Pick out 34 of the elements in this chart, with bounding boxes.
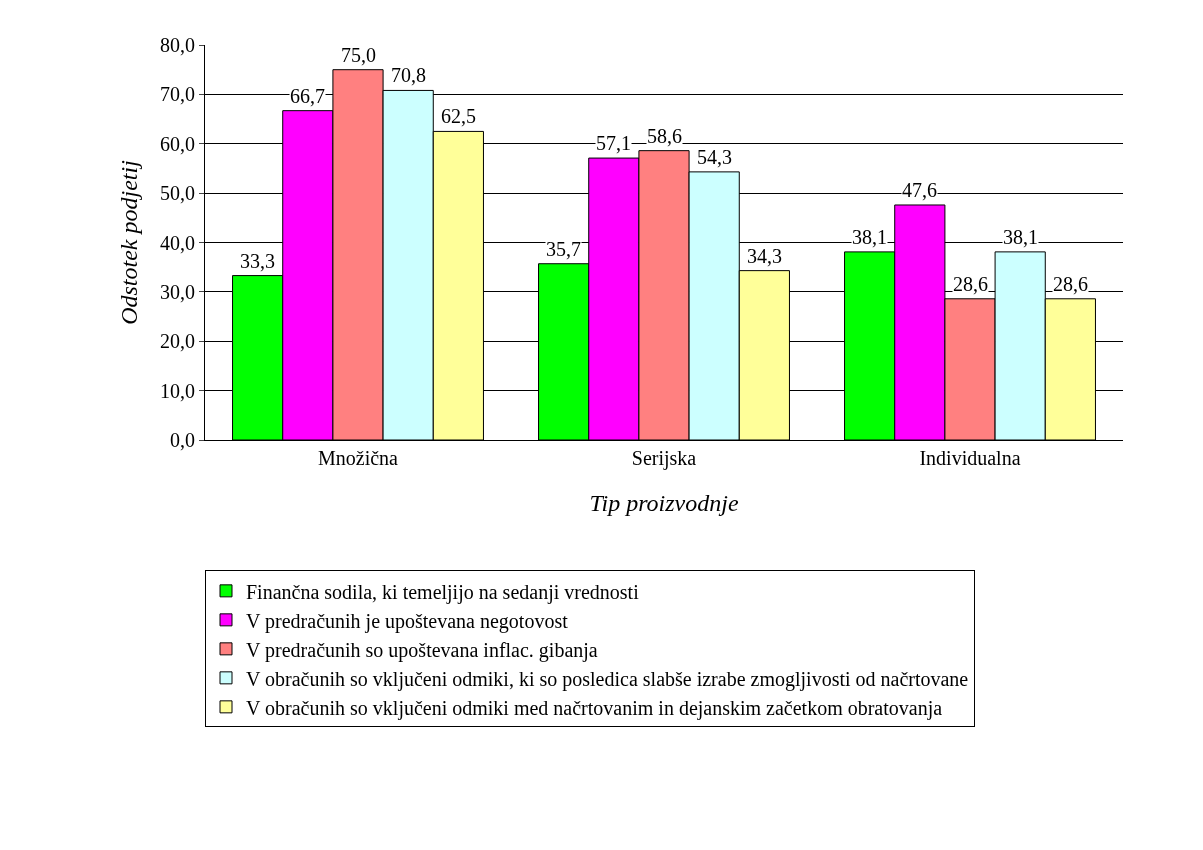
x-tick-label: Serijska [631, 447, 697, 470]
data-label: 70,8 [391, 64, 426, 86]
data-label: 38,1 [1003, 226, 1038, 248]
data-label: 58,6 [647, 125, 682, 147]
y-tick-label: 60,0 [160, 132, 195, 155]
data-label: 28,6 [953, 273, 988, 295]
data-label: 75,0 [341, 44, 376, 66]
x-tick-label: Individualna [919, 447, 1021, 469]
legend-label: V obračunih so vključeni odmiki med načrtovanim in dejanskim začetkom obratovanja [246, 696, 943, 720]
data-label: 33,3 [240, 250, 275, 272]
data-label: 35,7 [546, 238, 581, 260]
data-label: 54,3 [697, 146, 732, 168]
data-label: 38,1 [852, 226, 887, 248]
y-tick-label: 20,0 [160, 330, 195, 353]
legend-label: Finančna sodila, ki temeljijo na sedanji vrednosti [246, 580, 640, 604]
data-label: 62,5 [441, 105, 476, 127]
data-label: 57,1 [596, 132, 631, 154]
data-label: 28,6 [1053, 273, 1088, 295]
legend-label: V predračunih so upoštevana inflac. gibanja [246, 638, 598, 662]
data-label: 66,7 [290, 85, 325, 107]
y-tick-label: 40,0 [160, 231, 195, 254]
y-tick-label: 10,0 [160, 379, 195, 402]
x-axis-title: Tip proizvodnje [589, 490, 739, 517]
y-tick-label: 0,0 [170, 429, 195, 451]
x-tick-label: Množična [318, 447, 399, 469]
y-tick-label: 70,0 [160, 83, 195, 106]
y-tick-label: 80,0 [160, 34, 195, 56]
y-tick-label: 30,0 [160, 280, 195, 303]
legend-label: V predračunih je upoštevana negotovost [246, 609, 569, 633]
data-label: 47,6 [902, 179, 937, 201]
y-axis-title: Odstotek podjetij [116, 159, 143, 325]
legend-label: V obračunih so vključeni odmiki, ki so posledica slabše izrabe zmogljivosti od načrtovane [246, 667, 969, 691]
y-tick-label: 50,0 [160, 182, 195, 205]
data-label: 34,3 [747, 245, 782, 267]
